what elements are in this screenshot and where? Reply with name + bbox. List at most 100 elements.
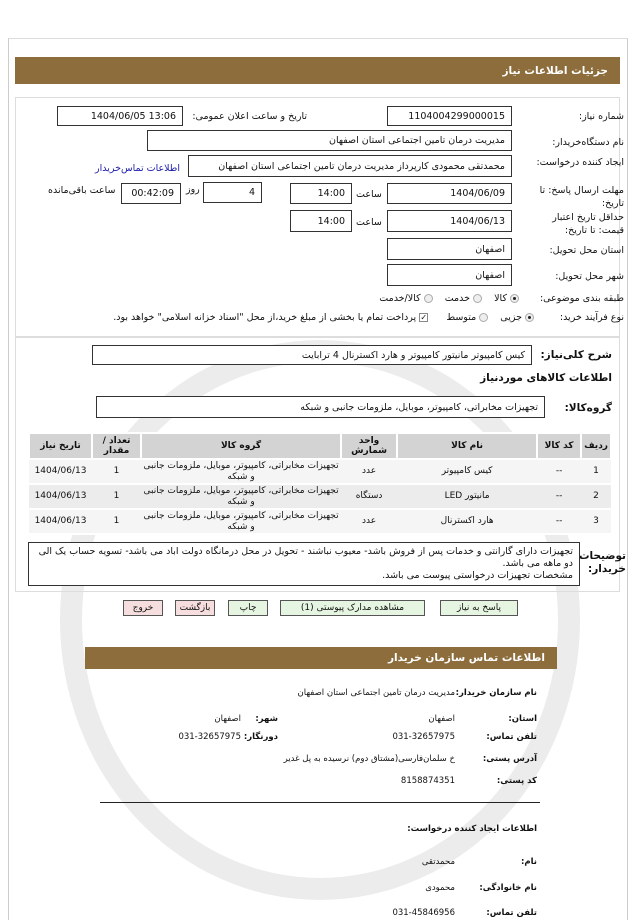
- table-cell: --: [537, 459, 582, 485]
- page-border: [8, 38, 628, 920]
- contact-value: خ سلمان‌فارسی(مشتاق دوم) نرسیده به پل غد…: [283, 754, 455, 764]
- goods-panel: [15, 337, 620, 592]
- deadline-time-label: ساعت: [356, 189, 382, 200]
- back-button[interactable]: بازگشت: [175, 600, 215, 616]
- days-field: 4: [203, 182, 262, 203]
- creator-field: محمدتقی محمودی کارپرداز مدیریت درمان تام…: [188, 155, 512, 177]
- radio-icon[interactable]: [479, 313, 489, 322]
- validity-time-label: ساعت: [356, 217, 382, 228]
- buyer-field: مدیریت درمان تامین اجتماعی استان اصفهان: [147, 130, 512, 151]
- details-panel: [15, 97, 620, 337]
- radio-icon[interactable]: [423, 294, 433, 303]
- table-row: 1 -- کیس کامپیوتر عدد تجهیزات مخابراتی، کامپ…: [29, 459, 611, 485]
- column-header: واحد شمارش: [340, 432, 399, 460]
- radio-icon[interactable]: [510, 294, 519, 303]
- notes-label: توضیحات خریدار:: [578, 550, 626, 575]
- table-cell: 1: [92, 459, 142, 485]
- radio-service[interactable]: خدمت: [445, 293, 483, 304]
- exit-button[interactable]: خروج: [123, 600, 163, 616]
- contact-value: 031-32657975: [178, 732, 241, 742]
- announce-label: تاریخ و ساعت اعلان عمومی:: [192, 111, 307, 122]
- table-cell: --: [537, 484, 582, 510]
- reply-button[interactable]: پاسخ به نیاز: [440, 600, 518, 616]
- column-header: کد کالا: [536, 432, 583, 460]
- radio-medium[interactable]: متوسط: [446, 312, 489, 323]
- column-header: تاریخ نیاز: [27, 432, 94, 460]
- summary-label: شرح کلی‌نیاز:: [540, 349, 612, 361]
- deadline-label: مهلت ارسال پاسخ: تا تاریخ:: [539, 185, 624, 209]
- validity-label: حداقل تاریخ اعتبار قیمت: تا تاریخ:: [552, 212, 624, 236]
- contact-value: مدیریت درمان تامین اجتماعی استان اصفهان: [297, 688, 455, 698]
- province-field: اصفهان: [387, 238, 512, 260]
- category-label: طبقه بندی موضوعی:: [539, 293, 624, 304]
- table-cell: عدد: [341, 509, 398, 535]
- table-cell: مانیتور LED: [397, 484, 538, 510]
- column-header: ردیف: [580, 432, 612, 460]
- contact-value: 031-32657975: [392, 732, 455, 742]
- buyer-label: نام دستگاه‌خریدار:: [552, 137, 624, 148]
- contact-label: استان:: [508, 714, 537, 724]
- deadline-time-field: 14:00: [290, 183, 352, 204]
- column-header: نام کالا: [396, 432, 539, 460]
- print-button[interactable]: چاپ: [228, 600, 268, 616]
- validity-time-field: 14:00: [290, 210, 352, 232]
- contact-value: محمدتقی: [421, 857, 455, 867]
- table-row: 3 -- هارد اکسترنال عدد تجهیزات مخابراتی، کام…: [29, 509, 611, 535]
- table-cell: کیس کامپیوتر: [397, 459, 538, 485]
- radio-goods[interactable]: کالا: [494, 293, 519, 304]
- contact-label: تلفن تماس:: [486, 908, 537, 918]
- table-cell: تجهیزات مخابراتی، کامپیوتر، موبایل، ملزو…: [141, 484, 342, 510]
- summary-field: کیس کامپیوتر مانیتور کامپیوتر و هارد اکس…: [92, 345, 532, 365]
- process-radios: جزیی متوسط ✓ پرداخت تمام یا بخشی از مبلغ…: [113, 311, 534, 324]
- radio-goods-service[interactable]: کالا/خدمت: [379, 293, 433, 304]
- group-label: گروه‌کالا:: [564, 402, 612, 414]
- contact-value: محمودی: [425, 883, 455, 893]
- table-cell: 2: [581, 484, 611, 510]
- contact-value: اصفهان: [428, 714, 455, 724]
- table-cell: دستگاه: [341, 484, 398, 510]
- notes-field: تجهیزات دارای گارانتی و خدمات پس از فروش…: [28, 542, 580, 586]
- contact-label: نام:: [520, 857, 537, 867]
- need-number-field: 1104004299000015: [387, 106, 512, 126]
- table-cell: 1: [581, 459, 611, 485]
- contact-label: آدرس پستی:: [482, 754, 537, 764]
- radio-icon[interactable]: [525, 313, 534, 322]
- remaining-label: ساعت باقی‌مانده: [48, 185, 116, 196]
- days-label: روز: [186, 184, 200, 195]
- province-label: استان محل تحویل:: [549, 245, 624, 256]
- announce-field: 1404/06/05 13:06: [57, 106, 183, 126]
- table-cell: هارد اکسترنال: [397, 509, 538, 535]
- contact-label: کد پستی:: [496, 776, 537, 786]
- need-number-label: شماره نیاز:: [578, 111, 624, 122]
- buyer-contact-link[interactable]: اطلاعات تماس‌خریدار: [95, 163, 180, 174]
- city-label: شهر محل تحویل:: [555, 271, 624, 282]
- contact-label: نام خانوادگی:: [479, 883, 537, 893]
- table-cell: عدد: [341, 459, 398, 485]
- contact-label: تلفن تماس:: [486, 732, 537, 742]
- table-cell: تجهیزات مخابراتی، کامپیوتر، موبایل، ملزو…: [141, 509, 342, 535]
- creator-label: ایجاد کننده درخواست:: [536, 157, 624, 168]
- deadline-date-field: 1404/06/09: [387, 183, 512, 204]
- goods-table: ردیف کد کالا نام کالا واحد شمارش گروه کالا تع…: [27, 432, 612, 535]
- payment-note: پرداخت تمام یا بخشی از مبلغ خرید،از محل …: [113, 312, 417, 323]
- column-header: تعداد / مقدار: [91, 432, 143, 460]
- table-cell: --: [537, 509, 582, 535]
- remaining-time-field: 00:42:09: [121, 183, 181, 204]
- table-cell: 1404/06/13: [29, 459, 93, 485]
- radio-minor[interactable]: جزیی: [500, 312, 534, 323]
- contact-title: اطلاعات تماس سازمان خریدار: [85, 647, 557, 669]
- page-title: جزئیات اطلاعات نیاز: [15, 57, 620, 84]
- table-cell: تجهیزات مخابراتی، کامپیوتر، موبایل، ملزو…: [141, 459, 342, 485]
- checkbox-icon[interactable]: ✓: [419, 313, 429, 322]
- table-cell: 1: [92, 484, 142, 510]
- radio-icon[interactable]: [473, 294, 483, 303]
- view-attachments-button[interactable]: مشاهده مدارک پیوستی (1): [280, 600, 425, 616]
- table-cell: 1404/06/13: [29, 509, 93, 535]
- column-header: گروه کالا: [140, 432, 343, 460]
- goods-heading: اطلاعات کالاهای موردنیاز: [480, 372, 612, 384]
- validity-date-field: 1404/06/13: [387, 210, 512, 232]
- creator-heading: اطلاعات ایجاد کننده درخواست:: [407, 824, 537, 834]
- category-radios: کالا خدمت کالا/خدمت: [379, 292, 519, 305]
- table-row: 2 -- مانیتور LED دستگاه تجهیزات مخابراتی، کا…: [29, 484, 611, 510]
- divider: [100, 802, 540, 803]
